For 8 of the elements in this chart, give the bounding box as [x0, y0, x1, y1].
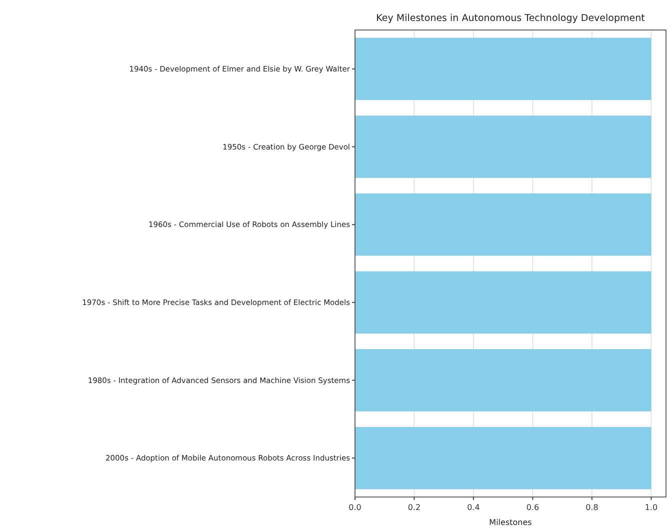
x-tick-label: 0.0	[348, 503, 362, 512]
x-axis-title: Milestones	[489, 518, 532, 527]
x-tick-label: 0.6	[526, 503, 540, 512]
chart-title: Key Milestones in Autonomous Technology Development	[376, 13, 646, 24]
x-tick-label: 0.8	[586, 503, 598, 512]
x-tick-label: 0.4	[467, 503, 480, 512]
x-tick-label: 1.0	[644, 503, 658, 512]
x-tick-label: 0.2	[408, 503, 421, 512]
